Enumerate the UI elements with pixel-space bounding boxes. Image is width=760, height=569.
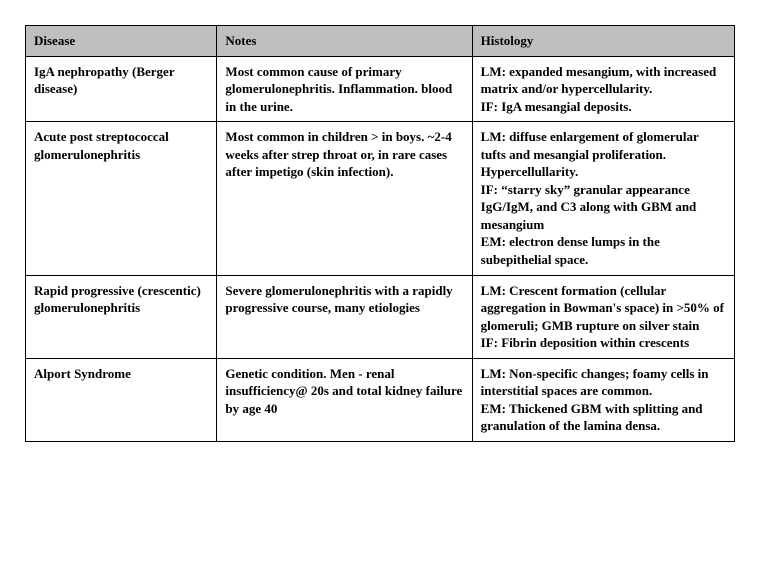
cell-notes: Most common cause of primary glomerulone… xyxy=(217,56,472,122)
cell-disease: Rapid progressive (crescentic) glomerulo… xyxy=(26,275,217,358)
cell-histology: LM: Non-specific changes; foamy cells in… xyxy=(472,358,734,441)
cell-disease: IgA nephropathy (Berger disease) xyxy=(26,56,217,122)
header-row: Disease Notes Histology xyxy=(26,26,735,57)
cell-notes: Severe glomerulonephritis with a rapidly… xyxy=(217,275,472,358)
cell-disease: Acute post streptococcal glomerulonephri… xyxy=(26,122,217,275)
cell-notes: Most common in children > in boys. ~2-4 … xyxy=(217,122,472,275)
col-header-disease: Disease xyxy=(26,26,217,57)
table-row: IgA nephropathy (Berger disease) Most co… xyxy=(26,56,735,122)
table-row: Rapid progressive (crescentic) glomerulo… xyxy=(26,275,735,358)
cell-disease: Alport Syndrome xyxy=(26,358,217,441)
table-row: Acute post streptococcal glomerulonephri… xyxy=(26,122,735,275)
disease-table: Disease Notes Histology IgA nephropathy … xyxy=(25,25,735,442)
cell-histology: LM: expanded mesangium, with increased m… xyxy=(472,56,734,122)
cell-histology: LM: diffuse enlargement of glomerular tu… xyxy=(472,122,734,275)
col-header-histology: Histology xyxy=(472,26,734,57)
table-row: Alport Syndrome Genetic condition. Men -… xyxy=(26,358,735,441)
cell-histology: LM: Crescent formation (cellular aggrega… xyxy=(472,275,734,358)
col-header-notes: Notes xyxy=(217,26,472,57)
cell-notes: Genetic condition. Men - renal insuffici… xyxy=(217,358,472,441)
